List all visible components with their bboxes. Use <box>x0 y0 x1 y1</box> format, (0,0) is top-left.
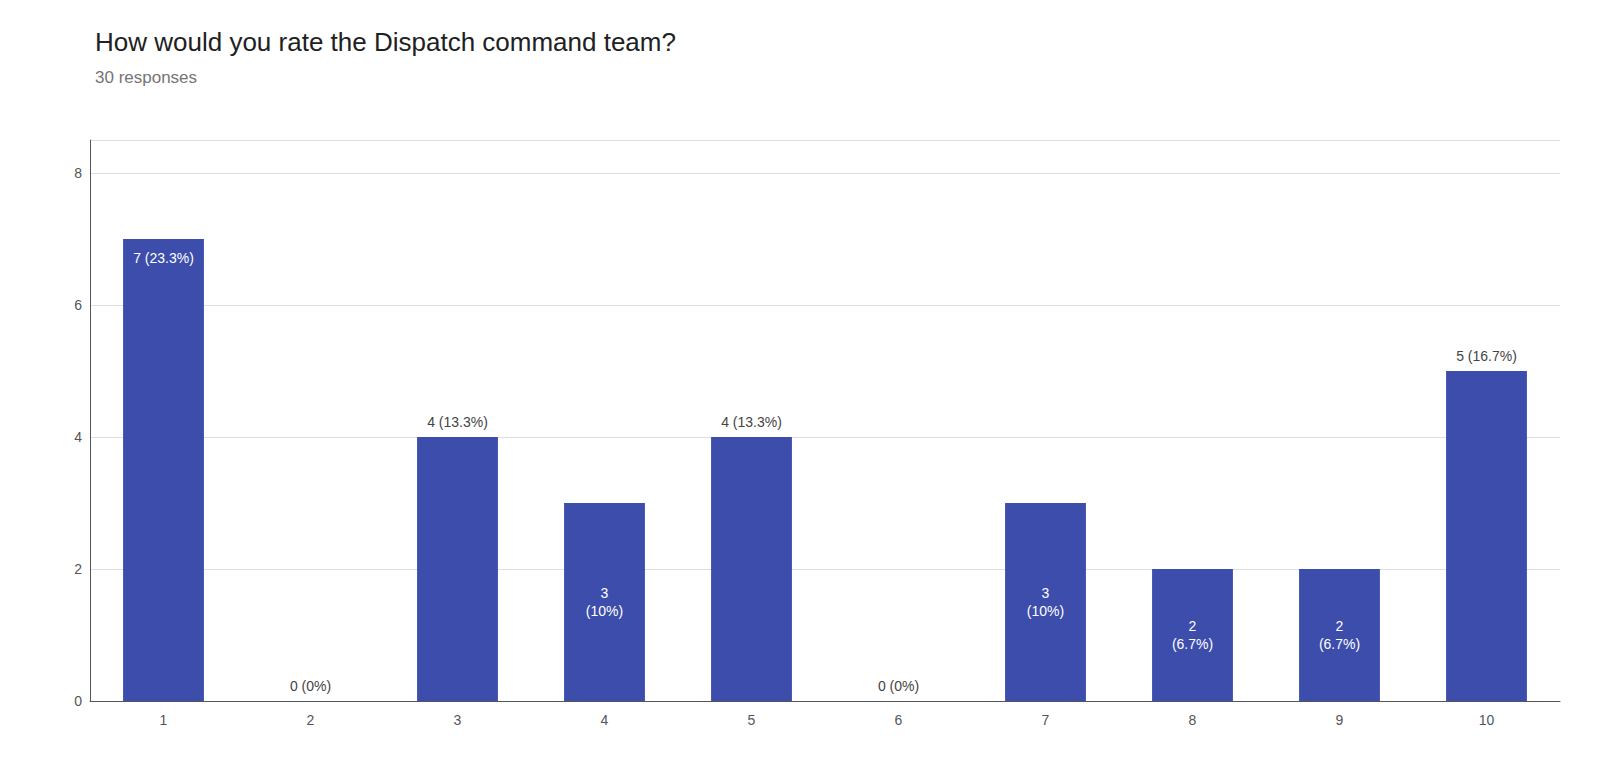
svg-text:2: 2 <box>1336 618 1344 634</box>
svg-text:9: 9 <box>1336 712 1344 728</box>
svg-text:1: 1 <box>160 712 168 728</box>
svg-text:4: 4 <box>601 712 609 728</box>
svg-text:3: 3 <box>1042 585 1050 601</box>
svg-text:30 responses: 30 responses <box>95 68 197 87</box>
svg-text:0 (0%): 0 (0%) <box>290 678 331 694</box>
svg-text:5: 5 <box>748 712 756 728</box>
svg-text:4 (13.3%): 4 (13.3%) <box>721 414 782 430</box>
svg-text:2: 2 <box>307 712 315 728</box>
svg-text:3: 3 <box>601 585 609 601</box>
svg-text:3: 3 <box>454 712 462 728</box>
svg-text:(6.7%): (6.7%) <box>1172 636 1213 652</box>
svg-text:2: 2 <box>74 561 82 577</box>
svg-text:(10%): (10%) <box>586 603 623 619</box>
svg-text:0: 0 <box>74 693 82 709</box>
svg-text:(10%): (10%) <box>1027 603 1064 619</box>
svg-text:4: 4 <box>74 429 82 445</box>
svg-text:2: 2 <box>1189 618 1197 634</box>
svg-text:8: 8 <box>1189 712 1197 728</box>
svg-text:6: 6 <box>895 712 903 728</box>
svg-text:7: 7 <box>1042 712 1050 728</box>
svg-text:10: 10 <box>1479 712 1495 728</box>
svg-text:8: 8 <box>74 165 82 181</box>
svg-text:6: 6 <box>74 297 82 313</box>
svg-text:7 (23.3%): 7 (23.3%) <box>133 250 194 266</box>
svg-text:(6.7%): (6.7%) <box>1319 636 1360 652</box>
svg-text:0 (0%): 0 (0%) <box>878 678 919 694</box>
svg-text:4 (13.3%): 4 (13.3%) <box>427 414 488 430</box>
svg-text:5 (16.7%): 5 (16.7%) <box>1456 348 1517 364</box>
svg-text:How would you rate the Dispatc: How would you rate the Dispatch command … <box>95 27 676 57</box>
